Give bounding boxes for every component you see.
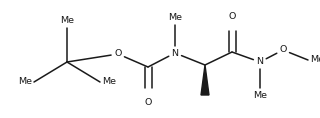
Text: O: O — [144, 98, 152, 107]
Text: O: O — [114, 49, 122, 59]
Text: O: O — [228, 12, 236, 21]
Text: N: N — [172, 48, 179, 57]
Text: Me: Me — [168, 13, 182, 22]
Text: Me: Me — [253, 91, 267, 100]
Polygon shape — [201, 65, 209, 95]
Text: Me: Me — [60, 16, 74, 25]
Text: Me: Me — [310, 55, 320, 65]
Text: N: N — [257, 57, 263, 67]
Text: Me: Me — [102, 78, 116, 86]
Text: Me: Me — [18, 78, 32, 86]
Text: O: O — [279, 46, 287, 55]
